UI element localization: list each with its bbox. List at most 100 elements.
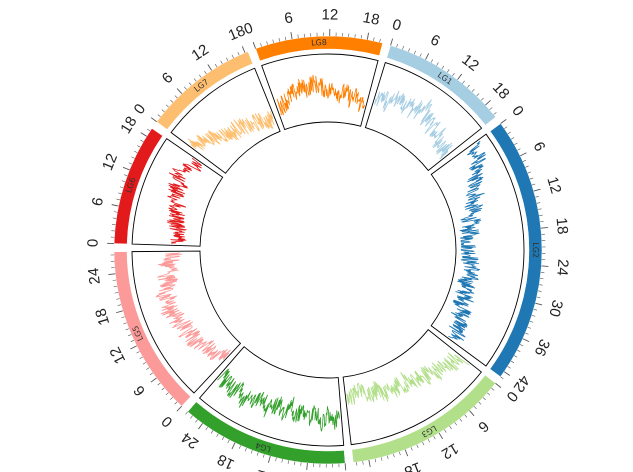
signal-line-lg5 [155,252,231,361]
minor-tick-lg3 [433,435,436,440]
minor-tick-lg7 [204,70,207,75]
major-tick-lg8 [366,32,370,40]
minor-tick-lg7 [214,63,218,68]
minor-tick-lg5 [113,285,118,288]
major-tick-lg2 [533,188,541,192]
minor-tick-lg6 [128,162,133,165]
ideogram-lg1 [386,45,497,126]
track-cell-lg2 [430,133,525,367]
tick-label-lg1: 6 [428,31,443,50]
tick-label-lg2: 6 [530,139,549,154]
major-tick-lg8 [252,41,257,49]
minor-tick-lg2 [507,366,511,369]
minor-tick-lg4 [210,430,214,434]
signal-line-lg2 [448,140,486,341]
tick-label-lg3: 12 [438,439,461,462]
minor-tick-lg3 [464,414,468,418]
major-tick-lg3 [438,432,444,440]
minor-tick-lg8 [284,36,287,41]
signal-line-lg7 [187,110,275,151]
minor-tick-lg6 [137,145,141,148]
major-tick-lg2 [503,371,511,376]
tick-label-lg8: 18 [361,9,381,29]
minor-tick-lg2 [500,376,504,380]
tick-label-lg4: 24 [179,429,202,453]
minor-tick-lg1 [436,62,439,66]
minor-tick-lg3 [491,387,495,391]
signal-line-lg4 [217,368,341,432]
minor-tick-lg3 [454,422,458,426]
ideogram-lg7 [156,51,254,130]
minor-tick-lg3 [444,429,447,433]
ideogram-lg2 [489,123,543,378]
sector-label-lg2: LG2 [531,242,540,258]
minor-tick-lg3 [478,401,482,405]
track-layer [131,53,525,447]
minor-tick-lg2 [525,165,529,168]
minor-tick-lg2 [529,320,534,323]
major-tick-lg1 [457,73,463,80]
tick-label-lg2: 42 [510,372,533,395]
major-tick-lg2 [540,226,548,229]
minor-tick-lg6 [121,180,126,183]
major-tick-lg5 [108,273,116,275]
tick-label-lg7: 0 [131,101,150,118]
minor-tick-lg2 [527,326,531,329]
major-tick-lg2 [541,265,549,267]
minor-tick-lg7 [226,57,229,61]
major-tick-lg6 [140,132,147,137]
minor-tick-lg2 [538,290,542,292]
minor-tick-lg3 [473,406,477,410]
major-tick-lg1 [390,38,394,46]
minor-tick-lg5 [169,397,173,400]
minor-tick-lg5 [123,322,127,325]
minor-tick-lg7 [188,82,192,86]
minor-tick-lg1 [452,72,455,77]
minor-tick-lg5 [125,328,130,331]
minor-tick-lg1 [396,43,398,48]
tick-label-lg2: 24 [553,258,571,276]
minor-tick-lg5 [136,351,140,354]
tick-label-lg3: 18 [402,458,424,472]
minor-tick-lg1 [447,69,450,73]
minor-tick-lg2 [529,177,534,180]
minor-tick-lg4 [238,445,241,449]
major-tick-lg7 [207,64,213,71]
minor-tick-lg7 [157,114,161,118]
ideogram-lg5 [113,251,191,407]
minor-tick-lg6 [131,156,135,159]
minor-tick-lg3 [482,397,486,401]
major-tick-lg2 [522,338,530,343]
minor-tick-lg3 [386,455,389,460]
minor-tick-lg4 [250,450,253,454]
minor-tick-lg3 [362,461,364,465]
minor-tick-lg1 [419,53,422,57]
tick-label-lg6: 6 [89,196,107,208]
minor-tick-lg4 [227,439,230,444]
tick-label-lg7: 18 [226,22,248,44]
major-tick-lg7 [150,117,157,123]
minor-tick-lg2 [507,131,511,135]
tick-label-lg5: 24 [85,267,104,285]
tick-label-lg1: 0 [390,16,403,35]
tick-label-lg2: 36 [531,336,553,358]
tick-label-lg7: 12 [189,41,212,64]
minor-tick-lg2 [531,314,536,317]
tick-layer: 0612180612182430364206121824061218240612… [84,6,571,472]
tick-label-lg8: 12 [321,6,338,23]
major-tick-lg8 [290,32,293,40]
signal-line-lg6 [167,157,203,244]
tick-label-lg3: 6 [475,417,492,435]
minor-tick-lg5 [157,382,161,386]
tick-label-lg8: 6 [283,9,294,27]
minor-tick-lg2 [525,332,529,335]
major-tick-lg5 [115,310,123,314]
minor-tick-lg2 [517,349,521,352]
minor-tick-lg3 [487,392,491,396]
minor-tick-lg2 [533,308,538,311]
minor-tick-lg3 [410,447,413,451]
minor-tick-lg3 [380,457,383,461]
minor-tick-lg2 [519,344,524,347]
